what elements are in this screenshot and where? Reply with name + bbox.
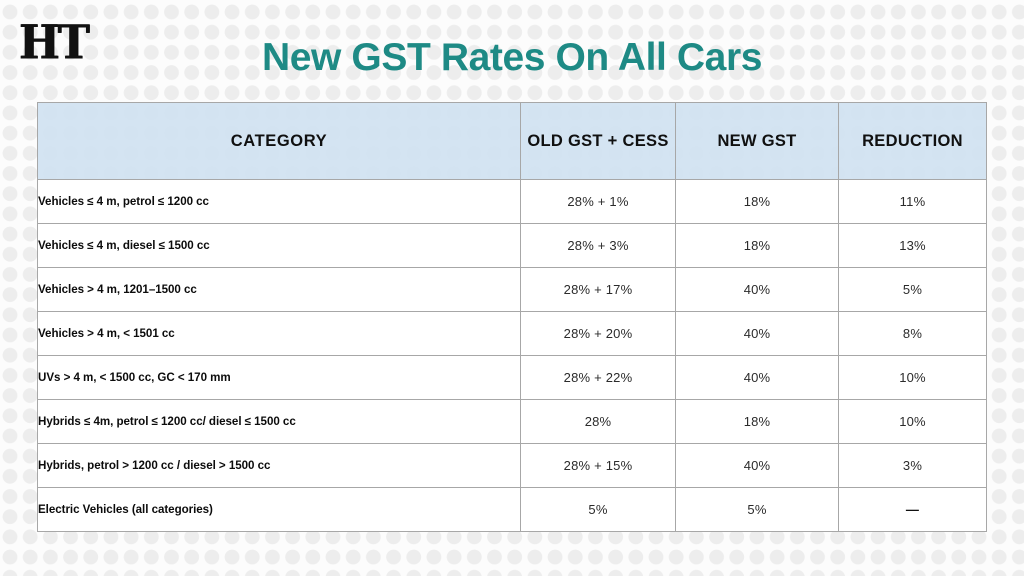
column-header-old-gst: OLD GST + CESS (520, 102, 676, 180)
cell-old-gst: 28% + 3% (520, 223, 676, 268)
table-row: Vehicles ≤ 4 m, diesel ≤ 1500 cc 28% + 3… (37, 223, 987, 268)
cell-category: Electric Vehicles (all categories) (37, 487, 521, 532)
cell-new-gst: 5% (675, 487, 839, 532)
cell-old-gst: 28% + 1% (520, 179, 676, 224)
table-row: Electric Vehicles (all categories) 5% 5%… (37, 487, 987, 532)
cell-old-gst: 5% (520, 487, 676, 532)
table-row: UVs > 4 m, < 1500 cc, GC < 170 mm 28% + … (37, 355, 987, 400)
column-header-reduction: REDUCTION (838, 102, 987, 180)
cell-old-gst: 28% (520, 399, 676, 444)
cell-category: Vehicles > 4 m, < 1501 cc (37, 311, 521, 356)
cell-reduction: 5% (838, 267, 987, 312)
cell-new-gst: 40% (675, 267, 839, 312)
cell-old-gst: 28% + 22% (520, 355, 676, 400)
cell-reduction: 3% (838, 443, 987, 488)
gst-rates-table: CATEGORY OLD GST + CESS NEW GST REDUCTIO… (37, 102, 987, 532)
cell-reduction: — (838, 487, 987, 532)
cell-reduction: 13% (838, 223, 987, 268)
cell-new-gst: 18% (675, 179, 839, 224)
cell-old-gst: 28% + 15% (520, 443, 676, 488)
table-row: Vehicles ≤ 4 m, petrol ≤ 1200 cc 28% + 1… (37, 179, 987, 224)
cell-category: Vehicles ≤ 4 m, petrol ≤ 1200 cc (37, 179, 521, 224)
table-header: CATEGORY OLD GST + CESS NEW GST REDUCTIO… (37, 102, 987, 180)
cell-old-gst: 28% + 20% (520, 311, 676, 356)
cell-category: UVs > 4 m, < 1500 cc, GC < 170 mm (37, 355, 521, 400)
column-header-new-gst: NEW GST (675, 102, 839, 180)
cell-new-gst: 18% (675, 399, 839, 444)
cell-old-gst: 28% + 17% (520, 267, 676, 312)
cell-category: Hybrids ≤ 4m, petrol ≤ 1200 cc/ diesel ≤… (37, 399, 521, 444)
table-row: Hybrids, petrol > 1200 cc / diesel > 150… (37, 443, 987, 488)
page-title: New GST Rates On All Cars (261, 36, 763, 79)
cell-category: Vehicles ≤ 4 m, diesel ≤ 1500 cc (37, 223, 521, 268)
cell-category: Hybrids, petrol > 1200 cc / diesel > 150… (37, 443, 521, 488)
cell-new-gst: 40% (675, 355, 839, 400)
table-header-row: CATEGORY OLD GST + CESS NEW GST REDUCTIO… (37, 102, 987, 180)
table-body: Vehicles ≤ 4 m, petrol ≤ 1200 cc 28% + 1… (37, 179, 987, 532)
cell-new-gst: 40% (675, 443, 839, 488)
cell-reduction: 8% (838, 311, 987, 356)
hindustan-times-logo: HT (19, 16, 90, 71)
table-row: Vehicles > 4 m, < 1501 cc 28% + 20% 40% … (37, 311, 987, 356)
cell-reduction: 11% (838, 179, 987, 224)
cell-category: Vehicles > 4 m, 1201–1500 cc (37, 267, 521, 312)
cell-reduction: 10% (838, 399, 987, 444)
table-row: Hybrids ≤ 4m, petrol ≤ 1200 cc/ diesel ≤… (37, 399, 987, 444)
column-header-category: CATEGORY (37, 102, 521, 180)
cell-new-gst: 40% (675, 311, 839, 356)
table-row: Vehicles > 4 m, 1201–1500 cc 28% + 17% 4… (37, 267, 987, 312)
cell-reduction: 10% (838, 355, 987, 400)
cell-new-gst: 18% (675, 223, 839, 268)
